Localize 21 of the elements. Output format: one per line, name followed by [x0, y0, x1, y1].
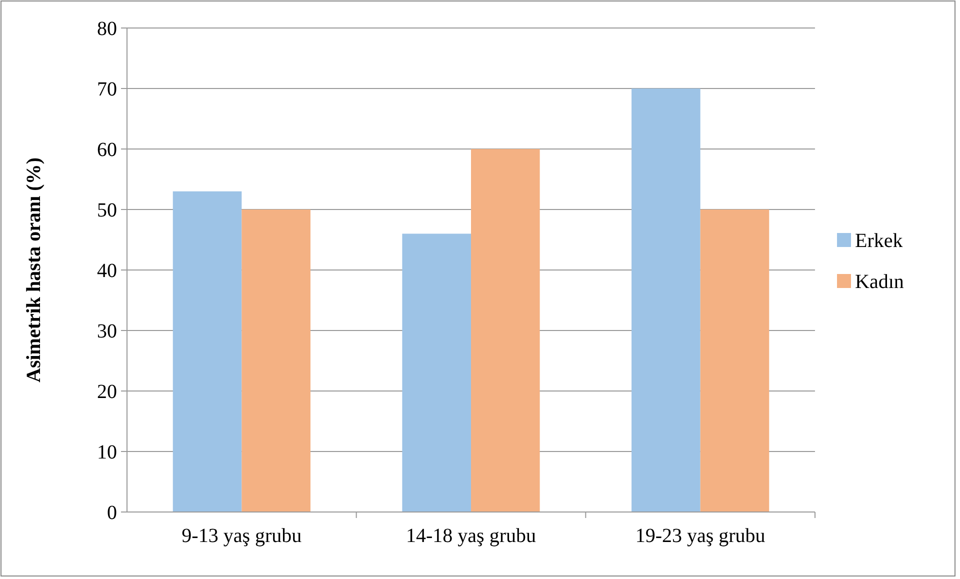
legend-label: Erkek	[855, 230, 903, 252]
y-axis-title: Asimetrik hasta oranı (%)	[23, 158, 45, 382]
y-tick-label: 10	[97, 442, 117, 464]
x-tick-label: 14-18 yaş grubu	[406, 525, 536, 547]
x-tick-label: 9-13 yaş grubu	[182, 525, 302, 547]
x-tick-label: 19-23 yaş grubu	[635, 525, 766, 547]
y-tick-label: 30	[97, 320, 117, 342]
y-tick-label: 20	[97, 381, 117, 403]
y-tick-label: 80	[97, 18, 117, 40]
y-tick-label: 40	[97, 260, 117, 282]
bar	[402, 234, 471, 512]
y-tick-label: 70	[97, 78, 117, 100]
bar	[172, 191, 242, 512]
bar	[242, 210, 310, 512]
bar	[632, 88, 700, 512]
y-tick-label: 60	[97, 139, 117, 161]
bar	[471, 149, 540, 512]
y-tick-label: 0	[107, 502, 117, 524]
bar	[700, 210, 770, 512]
legend-label: Kadın	[855, 271, 904, 293]
y-tick-label: 50	[97, 200, 117, 222]
